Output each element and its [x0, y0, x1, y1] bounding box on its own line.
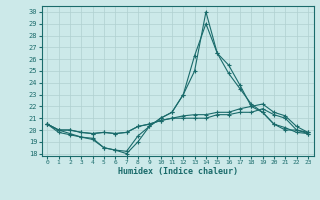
X-axis label: Humidex (Indice chaleur): Humidex (Indice chaleur) — [118, 167, 237, 176]
